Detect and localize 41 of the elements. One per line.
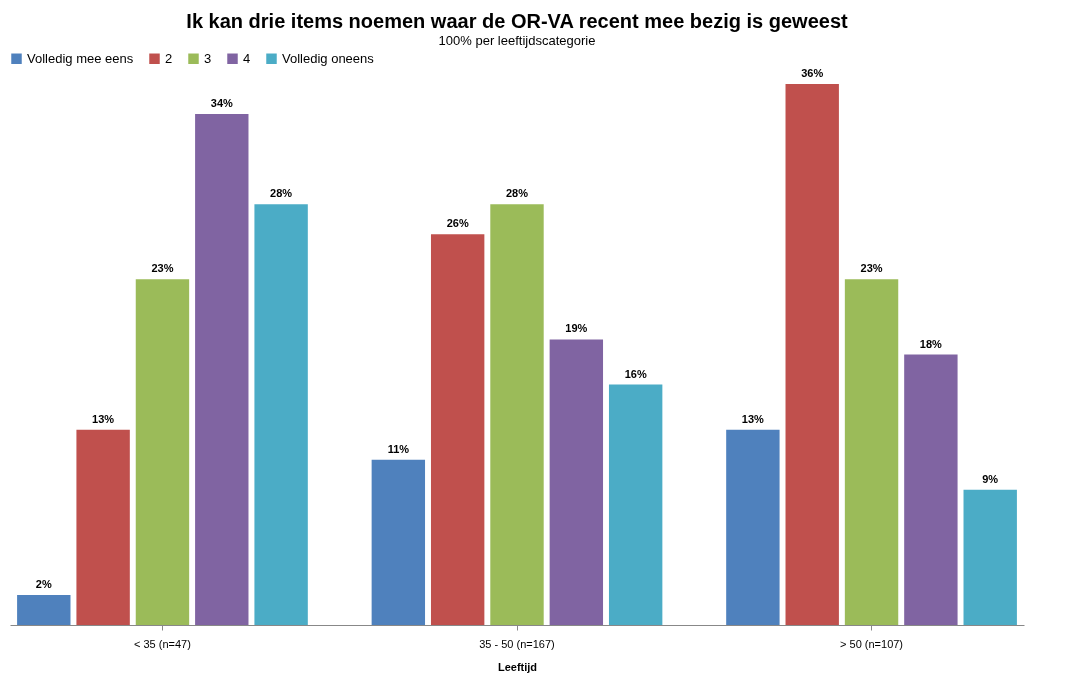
data-label: 34%	[210, 97, 234, 110]
bar	[195, 114, 249, 625]
bar	[608, 384, 663, 625]
data-label: 11%	[387, 442, 410, 455]
legend-label: Volledig oneens	[282, 50, 375, 66]
data-label: 36%	[801, 67, 824, 79]
data-label: 2%	[35, 577, 52, 590]
legend-label: 3	[204, 50, 212, 66]
x-tick-label: 35 - 50 (n=167)	[479, 637, 555, 650]
data-label: 13%	[741, 412, 765, 425]
legend-label: 2	[165, 50, 173, 66]
data-label: 23%	[151, 262, 174, 275]
data-label: 16%	[624, 367, 647, 380]
x-axis-title: Leeftijd	[497, 660, 538, 673]
x-tick-label: < 35 (n=47)	[134, 637, 191, 650]
bar	[254, 204, 308, 625]
data-label: 28%	[270, 187, 293, 200]
data-label: 13%	[92, 412, 115, 425]
data-label: 19%	[565, 322, 588, 335]
legend-label: 4	[243, 50, 251, 66]
bar	[371, 459, 426, 625]
x-tick-label: > 50 (n=107)	[840, 637, 904, 650]
bar	[904, 354, 958, 625]
data-label: 23%	[860, 262, 883, 275]
bar	[17, 594, 71, 625]
data-label: 28%	[505, 187, 529, 200]
bar	[963, 489, 1017, 625]
bar	[549, 339, 604, 625]
bar	[76, 429, 130, 625]
bar	[490, 204, 544, 625]
bar	[430, 234, 485, 625]
legend-label: Volledig mee eens	[27, 50, 134, 66]
data-label: 26%	[446, 217, 469, 230]
bar	[726, 429, 780, 625]
chart-title: Ik kan drie items noemen waar de OR-VA recent mee bezig is geweest	[186, 10, 849, 32]
bar	[135, 279, 190, 625]
chart-subtitle: 100% per leeftijdscategorie	[438, 33, 596, 48]
data-label: 9%	[982, 472, 999, 485]
data-label: 18%	[919, 337, 943, 350]
bar	[785, 84, 839, 625]
bar	[844, 279, 899, 625]
